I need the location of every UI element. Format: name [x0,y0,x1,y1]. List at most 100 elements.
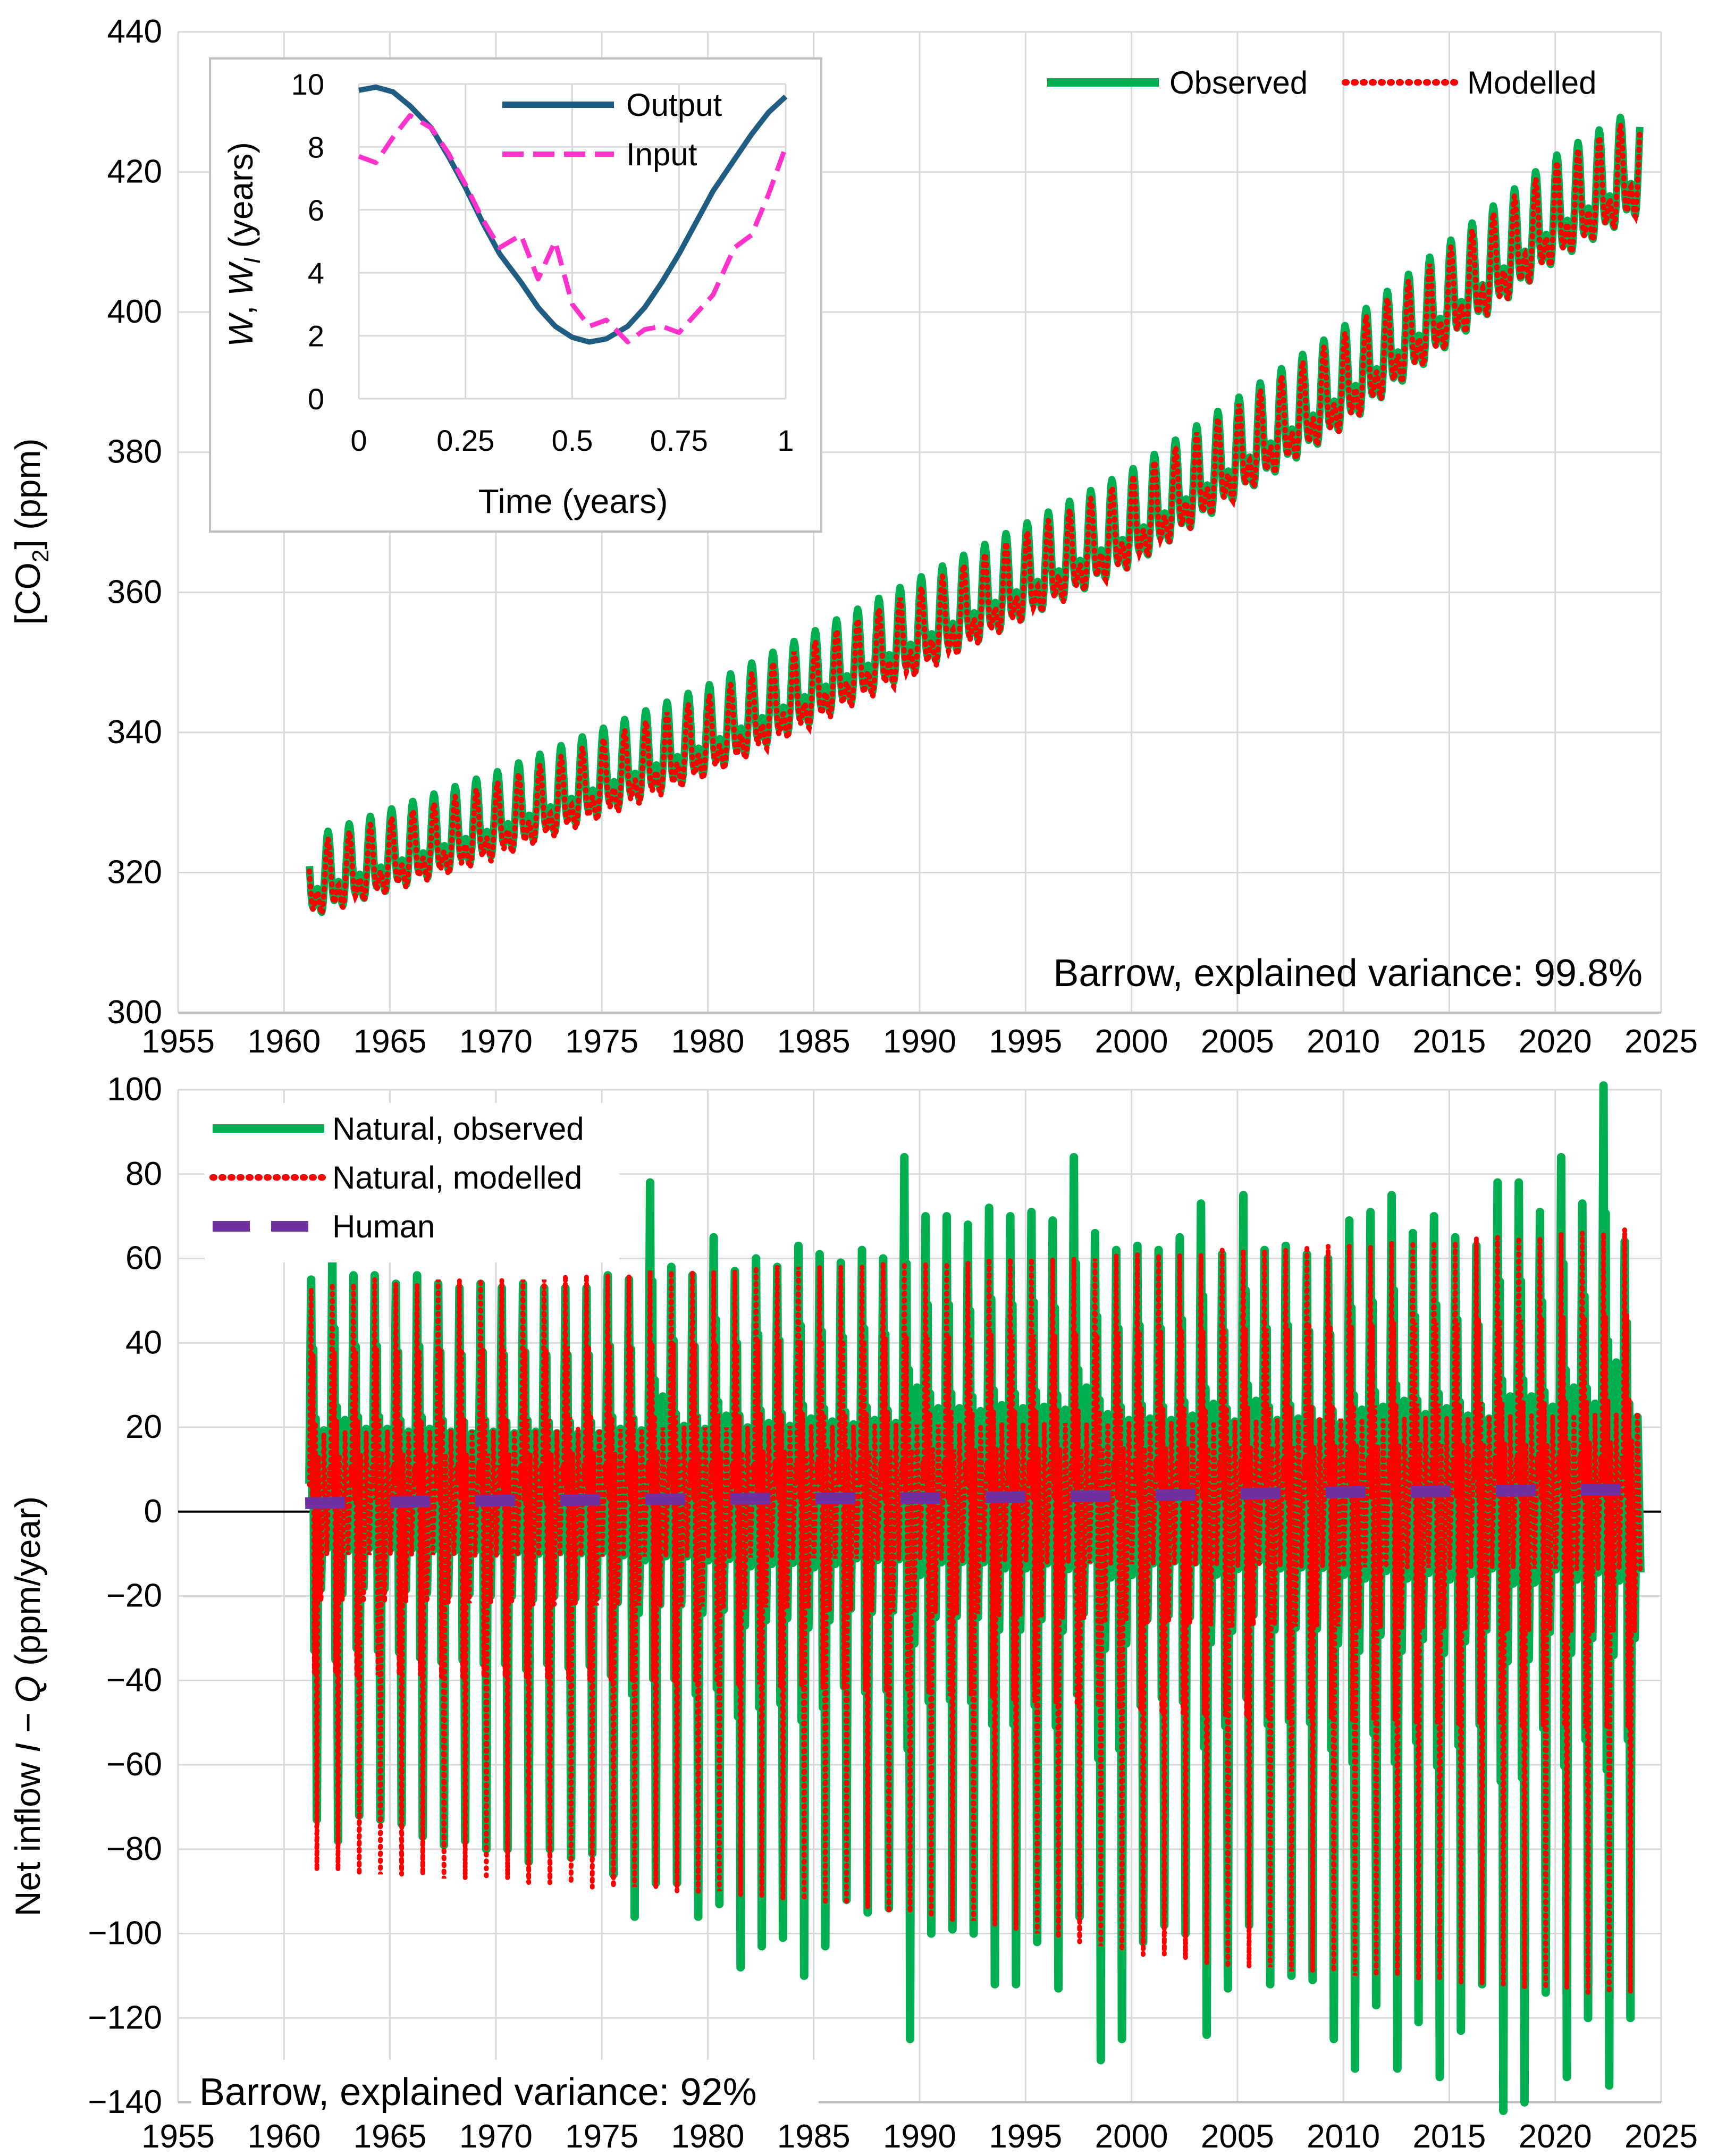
legend-label-natural-observed: Natural, observed [332,1111,584,1147]
bottom-y-tick-label: −120 [88,1999,162,2036]
top-series-modelled [307,123,1643,921]
bottom-y-tick-label: 40 [125,1324,162,1361]
inset-y-tick-label: 0 [308,382,324,416]
bottom-y-tick-label: 80 [125,1156,162,1192]
bottom-x-tick-labels: 1955 1960 1965 1970 1975 1980 1985 1990 1995 2000… [141,2118,1698,2155]
top-y-axis-label: [CO2] (ppm) [8,439,54,625]
bottom-y-tick-label: −80 [106,1831,162,1867]
top-x-tick-label: 1955 [141,1023,215,1060]
inset-y-axis-label: W, WI (years) [222,142,265,347]
bottom-legend: Natural, observed Natural, modelled Huma… [205,1103,619,1262]
top-x-tick-label: 1975 [565,1023,638,1060]
top-y-tick-label: 360 [107,574,162,610]
bottom-x-tick-label: 1975 [565,2118,638,2155]
bottom-x-tick-label: 2025 [1624,2118,1698,2155]
inset-y-axis-label-wi: W [222,261,260,296]
bottom-y-tick-label: −20 [106,1578,162,1614]
inset-x-tick-label: 0.25 [436,424,494,457]
inset-y-tick-label: 8 [308,130,324,164]
top-x-tick-label: 1960 [247,1023,321,1060]
bottom-y-tick-label: 100 [107,1071,162,1108]
inset-y-tick-label: 2 [308,319,324,353]
top-y-tick-label: 400 [107,293,162,330]
bottom-y-tick-label: −140 [88,2084,162,2120]
bottom-x-tick-label: 2000 [1095,2118,1168,2155]
inset-frame [209,57,822,533]
top-y-tick-label: 420 [107,154,162,190]
top-x-tick-label: 2005 [1201,1023,1274,1060]
bottom-annotation-background [191,2060,819,2121]
inset-x-tick-label: 0.5 [552,424,593,457]
bottom-x-tick-label: 2015 [1412,2118,1486,2155]
inset-y-tick-labels: 0 2 4 6 8 10 [291,68,324,416]
inset-x-tick-label: 0.75 [650,424,708,457]
bottom-x-tick-label: 1980 [671,2118,744,2155]
bottom-y-axis-label: Net inflow I − Q (ppm/year) [8,1496,47,1916]
top-x-tick-label: 2000 [1095,1023,1168,1060]
bottom-y-tick-label: 20 [125,1409,162,1445]
legend-label-human: Human [332,1209,435,1244]
legend-label-input: Input [626,137,697,172]
inset-y-axis-label-w: W [222,312,260,347]
inset-series-input [358,113,788,344]
bottom-y-axis-label-part-1: Net inflow [8,1753,47,1916]
bottom-y-tick-label: 0 [144,1493,162,1530]
top-legend: Observed Modelled [1047,65,1597,100]
top-x-tick-label: 1970 [459,1023,533,1060]
top-y-tick-label: 440 [107,13,162,50]
inset-y-tick-label: 4 [308,256,324,290]
top-x-tick-label: 1990 [883,1023,956,1060]
top-x-tick-label: 1965 [353,1023,427,1060]
bottom-x-tick-label: 1995 [989,2118,1062,2155]
net-inflow-panel: 1955 1960 1965 1970 1975 1980 1985 1990 1995 2000… [8,1071,1698,2155]
inset-x-tick-labels: 0 0.25 0.5 0.75 1 [350,424,794,457]
top-y-tick-label: 380 [107,434,162,470]
bottom-x-tick-label: 1970 [459,2118,533,2155]
inset-grid [358,83,787,400]
bottom-y-axis-label-q: Q [8,1675,47,1703]
bottom-y-tick-label: −100 [88,1915,162,1952]
bottom-series-human [305,1484,1640,1509]
top-annotation: Barrow, explained variance: 99.8% [1053,952,1643,995]
bottom-x-tick-label: 1985 [777,2118,851,2155]
bottom-y-tick-label: −60 [106,1746,162,1783]
bottom-y-tick-label: 60 [125,1240,162,1277]
bottom-x-tick-label: 2010 [1307,2118,1380,2155]
top-y-axis-label-subscript: 2 [28,550,54,562]
bottom-y-axis-label-i: I [8,1743,47,1753]
inset-legend: Output Input [502,87,722,172]
bottom-y-axis-label-units: (ppm/year) [8,1496,47,1675]
bottom-x-tick-label: 1955 [141,2118,215,2155]
inset-y-axis-label-subscript: I [239,257,265,264]
top-x-tick-label: 2020 [1519,1023,1592,1060]
bottom-x-tick-label: 1965 [353,2118,427,2155]
top-series [306,113,1644,921]
legend-label-modelled: Modelled [1467,65,1597,100]
top-x-tick-label: 1980 [671,1023,744,1060]
top-x-tick-label: 2025 [1624,1023,1698,1060]
legend-label-observed: Observed [1169,65,1308,100]
inset-x-tick-label: 0 [350,424,367,457]
bottom-annotation: Barrow, explained variance: 92% [199,2071,757,2113]
bottom-y-tick-labels: −140 −120 −100 −80 −60 −40 −20 0 20 40 60 80 100 [88,1071,162,2120]
bottom-x-tick-label: 1960 [247,2118,321,2155]
top-y-tick-label: 300 [107,994,162,1031]
inset-y-tick-label: 10 [291,68,324,101]
legend-label-output: Output [626,87,722,123]
top-x-tick-label: 1985 [777,1023,851,1060]
inset-x-tick-label: 1 [777,424,794,457]
top-x-tick-labels: 1955 1960 1965 1970 1975 1980 1985 1990 1995 2000… [141,1023,1698,1060]
top-y-tick-label: 340 [107,714,162,751]
bottom-y-axis-label-minus: − [8,1703,47,1743]
bottom-series-natural-modelled [307,1228,1643,1993]
top-y-axis-label-part-3: ] (ppm) [8,439,47,550]
inset-x-axis-label: Time (years) [478,482,668,520]
bottom-y-tick-label: −40 [106,1662,162,1698]
inset-y-axis-label-units: (years) [222,142,260,257]
top-y-axis-label-part-1: [CO [8,562,47,625]
inset-y-tick-label: 6 [308,193,324,227]
bottom-series [305,1081,1645,2115]
top-y-tick-labels: 300 320 340 360 380 400 420 440 [107,13,162,1031]
top-x-tick-label: 2015 [1412,1023,1486,1060]
